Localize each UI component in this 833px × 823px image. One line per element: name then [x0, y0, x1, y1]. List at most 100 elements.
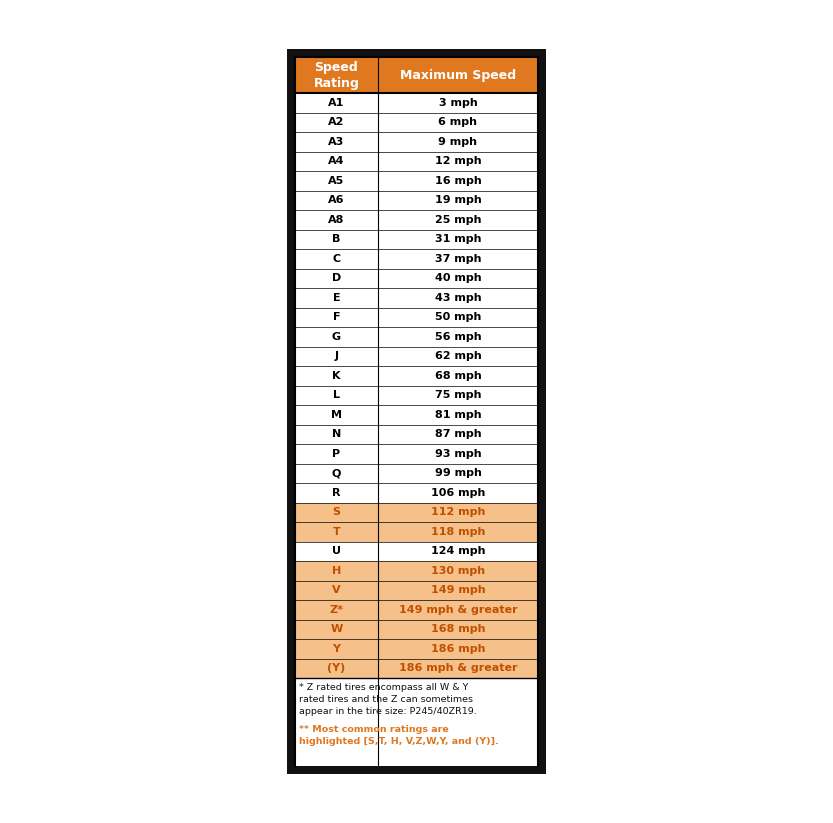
Bar [287, 49, 546, 774]
Text: Y: Y [332, 644, 341, 653]
Text: C: C [332, 253, 341, 263]
Bar [295, 503, 378, 522]
Bar [295, 268, 378, 288]
Bar [378, 522, 538, 542]
Text: 37 mph: 37 mph [435, 253, 481, 263]
Text: A6: A6 [328, 195, 345, 205]
Text: V: V [332, 585, 341, 595]
Text: T: T [332, 527, 341, 537]
Text: 9 mph: 9 mph [438, 137, 477, 146]
Bar [378, 230, 538, 249]
Bar [295, 385, 378, 405]
Text: 112 mph: 112 mph [431, 507, 485, 517]
Text: 12 mph: 12 mph [435, 156, 481, 166]
Text: U: U [332, 546, 341, 556]
Text: Z*: Z* [330, 605, 343, 615]
Text: A4: A4 [328, 156, 345, 166]
Text: 31 mph: 31 mph [435, 235, 481, 244]
Text: M: M [331, 410, 342, 420]
Text: F: F [332, 312, 340, 323]
Text: 106 mph: 106 mph [431, 488, 485, 498]
Bar [295, 308, 378, 327]
Text: 19 mph: 19 mph [435, 195, 481, 205]
Bar [295, 483, 378, 503]
Bar [295, 600, 378, 620]
Bar [295, 425, 378, 444]
Text: 43 mph: 43 mph [435, 293, 481, 303]
Bar [378, 249, 538, 268]
Text: 118 mph: 118 mph [431, 527, 485, 537]
Text: 186 mph & greater: 186 mph & greater [399, 663, 517, 673]
Bar [378, 113, 538, 132]
Text: 124 mph: 124 mph [431, 546, 486, 556]
Text: A1: A1 [328, 98, 345, 108]
Text: S: S [332, 507, 341, 517]
Bar [295, 405, 378, 425]
Text: 149 mph: 149 mph [431, 585, 486, 595]
Text: 3 mph: 3 mph [439, 98, 477, 108]
Text: 186 mph: 186 mph [431, 644, 486, 653]
Text: Q: Q [332, 468, 342, 478]
Text: W: W [331, 625, 342, 635]
Bar [295, 561, 378, 580]
Bar [295, 288, 378, 308]
Text: 99 mph: 99 mph [435, 468, 481, 478]
Text: ** Most common ratings are
highlighted [S,T, H, V,Z,W,Y, and (Y)].: ** Most common ratings are highlighted [… [299, 725, 499, 746]
Bar [378, 366, 538, 385]
Bar [378, 210, 538, 230]
Text: B: B [332, 235, 341, 244]
Bar [378, 639, 538, 658]
Bar [295, 542, 378, 561]
Bar [378, 425, 538, 444]
Bar [295, 151, 378, 171]
Text: G: G [332, 332, 341, 342]
Text: 75 mph: 75 mph [435, 390, 481, 400]
Bar [378, 620, 538, 639]
Text: A3: A3 [328, 137, 345, 146]
Text: L: L [333, 390, 340, 400]
Bar [295, 444, 378, 463]
Text: D: D [332, 273, 342, 283]
Bar [378, 171, 538, 190]
Bar [295, 327, 378, 346]
Bar [378, 658, 538, 678]
Text: 16 mph: 16 mph [435, 176, 481, 186]
Text: A5: A5 [328, 176, 345, 186]
Bar [295, 113, 378, 132]
Bar [378, 483, 538, 503]
Bar [295, 171, 378, 190]
Bar [295, 190, 378, 210]
Bar [295, 522, 378, 542]
Bar [378, 463, 538, 483]
Text: 62 mph: 62 mph [435, 351, 481, 361]
Bar [378, 151, 538, 171]
Bar [378, 405, 538, 425]
Text: 50 mph: 50 mph [435, 312, 481, 323]
Text: 56 mph: 56 mph [435, 332, 481, 342]
Bar [295, 678, 538, 766]
Bar [295, 658, 378, 678]
Text: 149 mph & greater: 149 mph & greater [399, 605, 517, 615]
Bar [378, 542, 538, 561]
Bar [378, 503, 538, 522]
Bar [378, 327, 538, 346]
Bar [378, 190, 538, 210]
Bar [295, 249, 378, 268]
Bar [295, 366, 378, 385]
Text: Speed
Rating: Speed Rating [313, 61, 359, 90]
Text: (Y): (Y) [327, 663, 346, 673]
Bar [378, 93, 538, 113]
Text: 68 mph: 68 mph [435, 370, 481, 381]
Bar [378, 268, 538, 288]
Text: N: N [332, 430, 342, 439]
Text: R: R [332, 488, 341, 498]
Text: 25 mph: 25 mph [435, 215, 481, 225]
Text: 40 mph: 40 mph [435, 273, 481, 283]
Text: 93 mph: 93 mph [435, 449, 481, 458]
Bar [295, 93, 378, 113]
Text: Maximum Speed: Maximum Speed [400, 68, 516, 81]
Bar [295, 346, 378, 366]
Text: K: K [332, 370, 341, 381]
Bar [378, 308, 538, 327]
Bar [378, 580, 538, 600]
